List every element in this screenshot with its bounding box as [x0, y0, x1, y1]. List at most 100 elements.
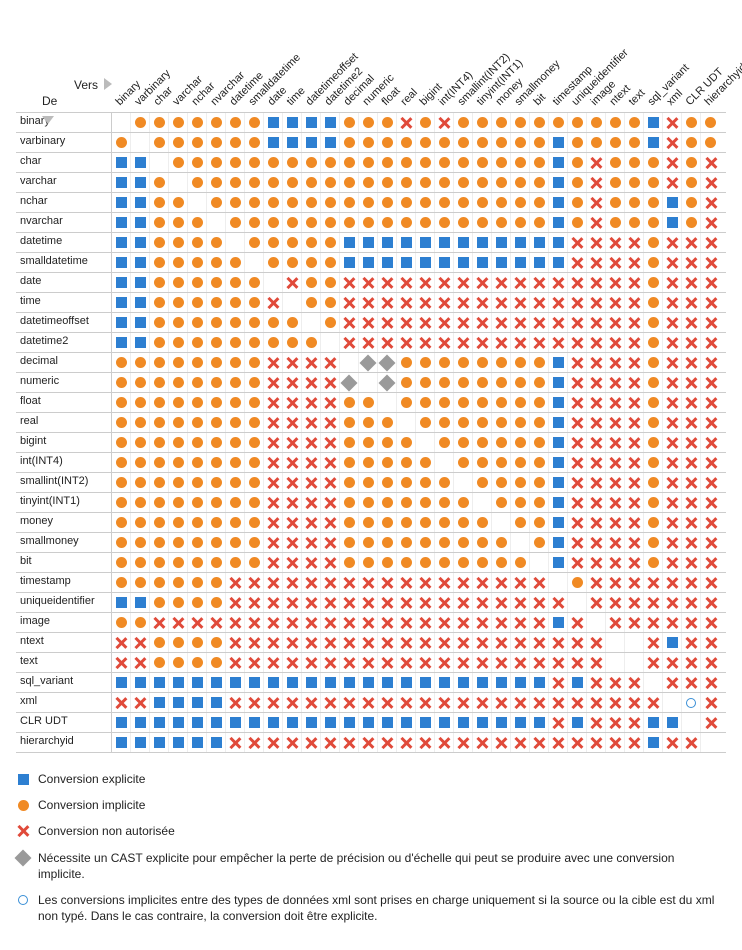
matrix-cell — [340, 173, 359, 192]
cross-icon — [628, 277, 640, 289]
matrix-cell — [359, 733, 378, 752]
cross-icon — [476, 337, 488, 349]
matrix-cell — [226, 113, 245, 132]
circle-icon — [363, 117, 374, 128]
matrix-cell — [321, 653, 340, 672]
cross-icon — [381, 657, 393, 669]
matrix-cell — [701, 373, 720, 392]
cross-icon — [705, 517, 717, 529]
matrix-cell — [359, 253, 378, 272]
circle-icon — [534, 417, 545, 428]
circle-icon — [173, 217, 184, 228]
circle-icon — [173, 537, 184, 548]
cross-icon — [286, 497, 298, 509]
matrix-cell — [416, 573, 435, 592]
square-icon — [553, 177, 564, 188]
matrix-cell — [682, 333, 701, 352]
matrix-cell — [416, 473, 435, 492]
matrix-cell — [701, 633, 720, 652]
matrix-cell — [378, 133, 397, 152]
matrix-cell — [663, 713, 682, 732]
circle-icon — [458, 357, 469, 368]
matrix-cell — [112, 333, 131, 352]
matrix-cell — [302, 353, 321, 372]
square-icon — [249, 717, 260, 728]
matrix-cell — [625, 613, 644, 632]
matrix-cell — [644, 553, 663, 572]
circle-icon — [553, 117, 564, 128]
circle-icon — [534, 497, 545, 508]
cross-icon — [419, 617, 431, 629]
matrix-cell — [549, 193, 568, 212]
circle-icon — [344, 437, 355, 448]
cross-icon — [552, 697, 564, 709]
circle-icon — [287, 197, 298, 208]
matrix-cell — [321, 593, 340, 612]
circle-icon — [401, 357, 412, 368]
circle-icon — [629, 117, 640, 128]
matrix-cell — [682, 313, 701, 332]
cross-icon — [609, 617, 621, 629]
cross-icon — [685, 557, 697, 569]
matrix-cell — [663, 613, 682, 632]
square-icon — [553, 257, 564, 268]
cross-icon — [571, 377, 583, 389]
matrix-cell — [302, 373, 321, 392]
circle-icon — [287, 177, 298, 188]
matrix-row: smallmoney — [16, 533, 726, 553]
matrix-cell — [264, 473, 283, 492]
circle-icon — [610, 137, 621, 148]
matrix-cell — [701, 733, 720, 752]
matrix-cell — [473, 153, 492, 172]
matrix-cell — [416, 133, 435, 152]
circle-icon — [154, 497, 165, 508]
matrix-cell — [112, 653, 131, 672]
circle-icon — [230, 337, 241, 348]
matrix-cell — [454, 313, 473, 332]
matrix-cell — [663, 153, 682, 172]
circle-icon — [458, 437, 469, 448]
matrix-cell — [150, 493, 169, 512]
circle-icon — [287, 237, 298, 248]
matrix-cell — [606, 273, 625, 292]
matrix-cell — [606, 113, 625, 132]
cross-icon — [248, 657, 260, 669]
matrix-cell — [435, 153, 454, 172]
cross-icon — [305, 497, 317, 509]
circle-icon — [420, 377, 431, 388]
matrix-cell — [625, 733, 644, 752]
cross-icon — [286, 377, 298, 389]
matrix-cell — [701, 173, 720, 192]
matrix-cell — [245, 593, 264, 612]
matrix-cell — [606, 553, 625, 572]
matrix-cell — [378, 693, 397, 712]
matrix-cell — [549, 113, 568, 132]
cross-icon — [17, 825, 29, 837]
circle-icon — [648, 497, 659, 508]
circle-icon — [344, 217, 355, 228]
matrix-cell — [340, 493, 359, 512]
cross-icon — [476, 597, 488, 609]
matrix-cell — [188, 393, 207, 412]
circle-icon — [534, 217, 545, 228]
matrix-cell — [663, 353, 682, 372]
row-label: date — [16, 273, 112, 292]
square-icon — [135, 177, 146, 188]
matrix-cell — [131, 633, 150, 652]
cross-icon — [115, 637, 127, 649]
matrix-cell — [207, 133, 226, 152]
circle-icon — [306, 157, 317, 168]
matrix-cell — [359, 173, 378, 192]
matrix-cell — [682, 513, 701, 532]
matrix-cell — [511, 553, 530, 572]
matrix-cell — [283, 133, 302, 152]
cross-icon — [324, 357, 336, 369]
matrix-cell — [207, 613, 226, 632]
cross-icon — [685, 537, 697, 549]
circle-icon — [439, 477, 450, 488]
square-icon — [477, 237, 488, 248]
matrix-cell — [302, 393, 321, 412]
matrix-cell — [169, 133, 188, 152]
cross-icon — [286, 417, 298, 429]
circle-icon — [116, 457, 127, 468]
